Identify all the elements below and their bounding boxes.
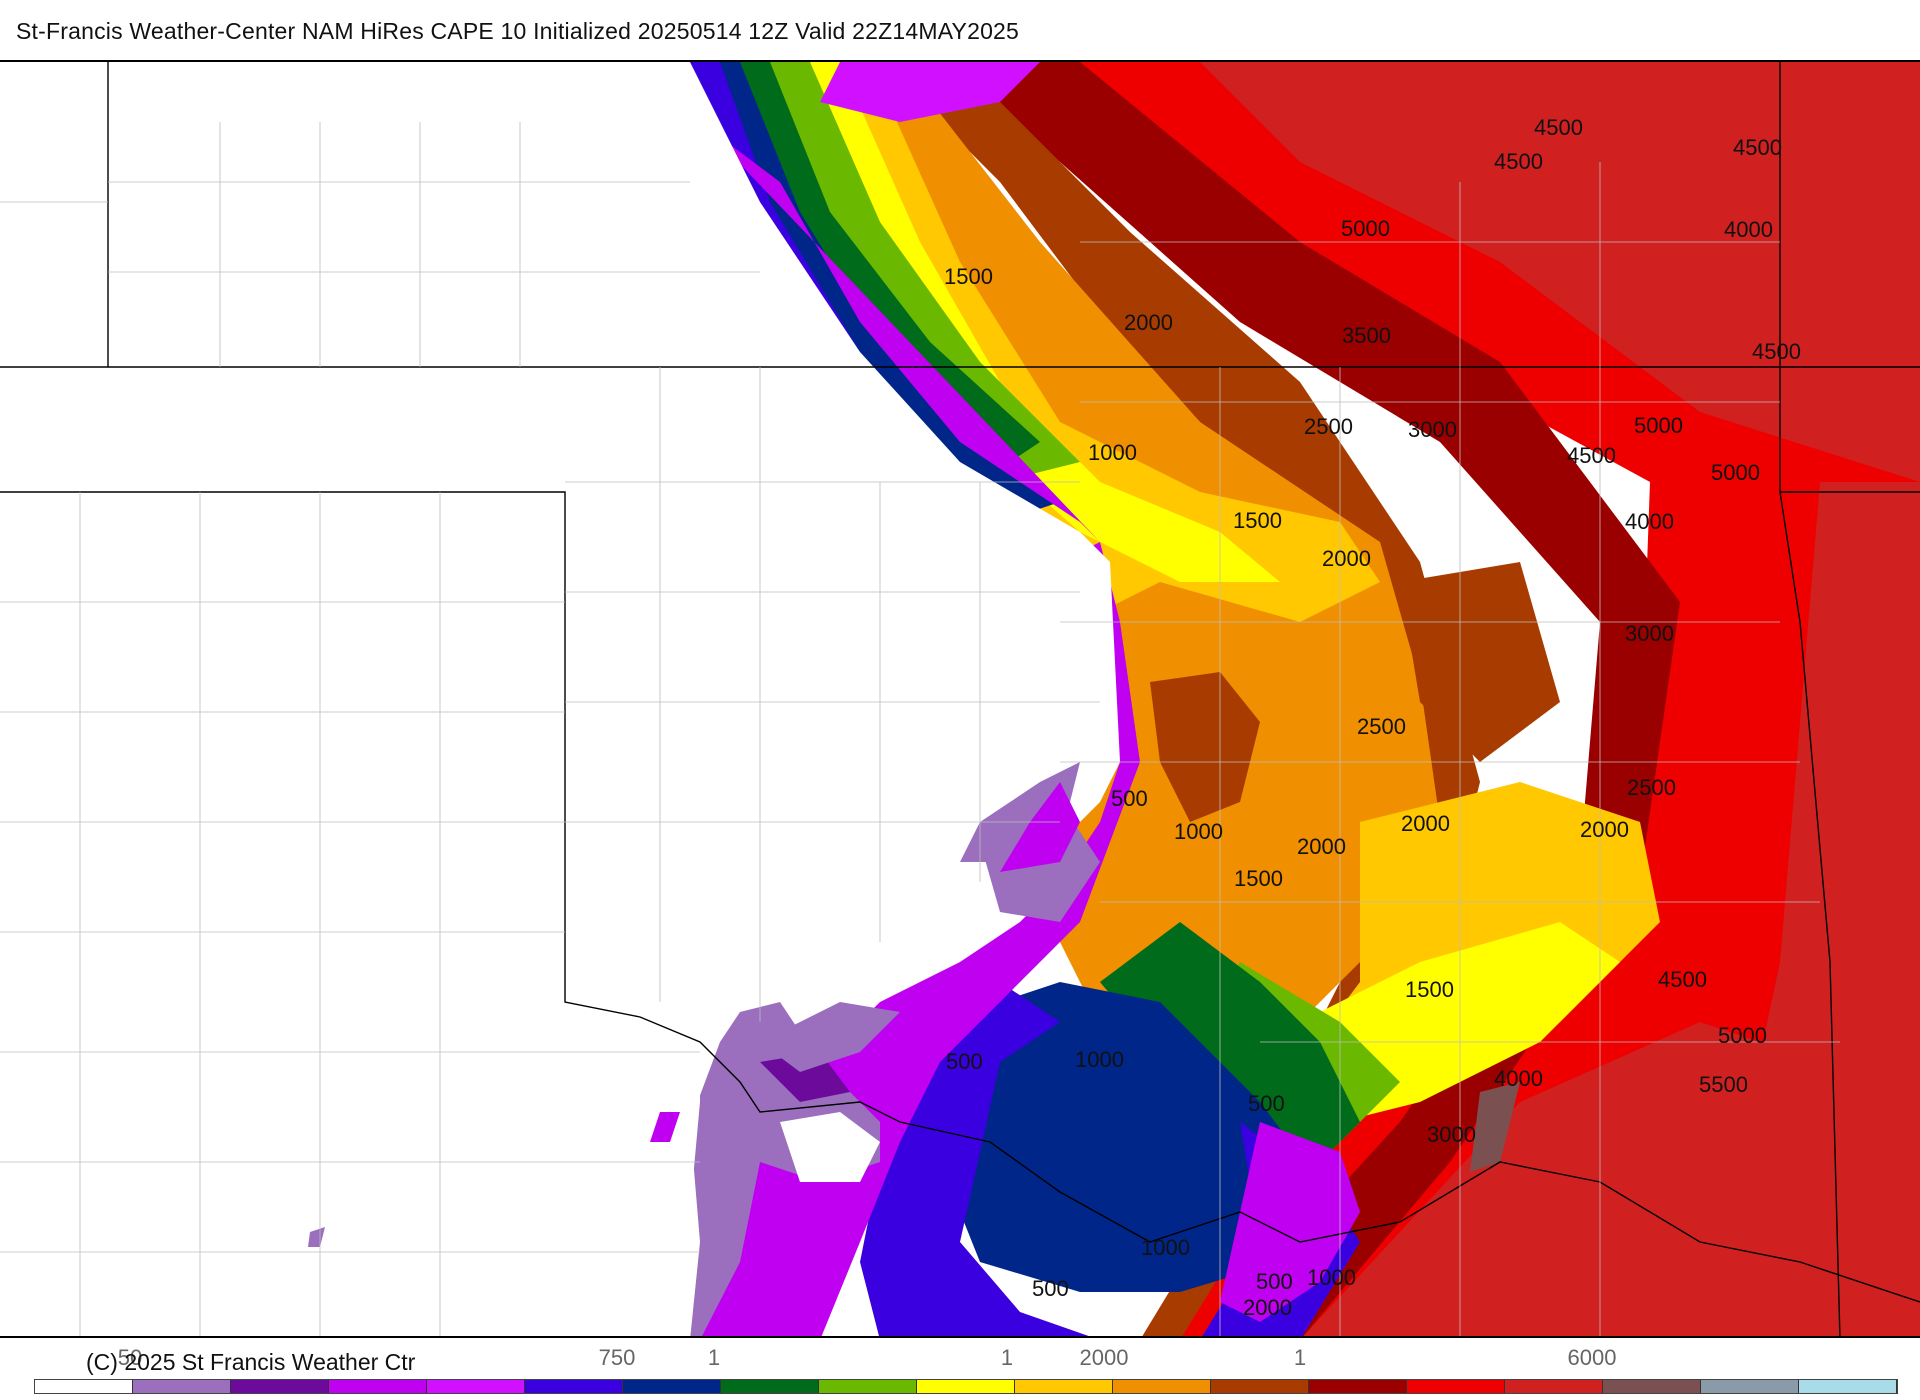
- contour-label: 500: [1032, 1276, 1069, 1301]
- colorbar-swatch: [721, 1380, 819, 1393]
- colorbar-swatch: [623, 1380, 721, 1393]
- colorbar-swatch: [1309, 1380, 1407, 1393]
- colorbar-tick-label: 1: [1000, 1345, 1014, 1370]
- contour-label: 2500: [1304, 414, 1353, 439]
- contour-label: 500: [946, 1049, 983, 1074]
- colorbar-tick-label: 1: [707, 1345, 721, 1370]
- contour-label: 5000: [1711, 460, 1760, 485]
- cape-map-canvas: 4500 4500 4500 5000 4000 1500 2000 3500 …: [0, 62, 1920, 1336]
- contour-label: 4500: [1567, 443, 1616, 468]
- colorbar-swatch: [231, 1380, 329, 1393]
- contour-label: 500: [1111, 786, 1148, 811]
- contour-label: 4500: [1534, 115, 1583, 140]
- colorbar-swatch: [329, 1380, 427, 1393]
- colorbar-tick-label: 1: [1293, 1345, 1307, 1370]
- contour-labels: 4500 4500 4500 5000 4000 1500 2000 3500 …: [944, 115, 1801, 1320]
- contour-label: 500: [1248, 1091, 1285, 1116]
- contour-label: 4000: [1724, 217, 1773, 242]
- copyright-text: (C) 2025 St Francis Weather Ctr: [86, 1349, 416, 1375]
- colorbar-tick-label: 2000: [1079, 1345, 1129, 1370]
- contour-label: 2500: [1627, 775, 1676, 800]
- colorbar-swatch: [1407, 1380, 1505, 1393]
- contour-label: 5000: [1718, 1023, 1767, 1048]
- contour-label: 3000: [1408, 417, 1457, 442]
- colorbar-tick-label: 750: [598, 1345, 636, 1370]
- colorbar-swatch: [1015, 1380, 1113, 1393]
- cape-shading: [160, 62, 1920, 1336]
- contour-label: 5500: [1699, 1072, 1748, 1097]
- contour-label: 3000: [1625, 621, 1674, 646]
- contour-label: 4500: [1494, 149, 1543, 174]
- colorbar-swatch: [1799, 1380, 1897, 1393]
- contour-label: 2000: [1401, 811, 1450, 836]
- colorbar-swatch: [1603, 1380, 1701, 1393]
- map-title: St-Francis Weather-Center NAM HiRes CAPE…: [16, 18, 1020, 44]
- colorbar-swatch: [525, 1380, 623, 1393]
- contour-label: 1500: [1405, 977, 1454, 1002]
- contour-label: 2000: [1243, 1295, 1292, 1320]
- colorbar-swatch: [917, 1380, 1015, 1393]
- cape-colorbar: [34, 1379, 1898, 1394]
- contour-label: 4500: [1752, 339, 1801, 364]
- contour-label: 3000: [1427, 1122, 1476, 1147]
- colorbar-tick-label: 6000: [1567, 1345, 1617, 1370]
- colorbar-swatch: [133, 1380, 231, 1393]
- contour-label: 3500: [1342, 323, 1391, 348]
- contour-label: 4000: [1625, 509, 1674, 534]
- contour-label: 2000: [1297, 834, 1346, 859]
- contour-label: 2000: [1580, 817, 1629, 842]
- contour-label: 4500: [1658, 967, 1707, 992]
- contour-label: 1000: [1174, 819, 1223, 844]
- contour-label: 1500: [1233, 508, 1282, 533]
- contour-label: 4500: [1733, 135, 1782, 160]
- county-lines: [0, 122, 1840, 1336]
- contour-label: 1000: [1141, 1235, 1190, 1260]
- contour-label: 2000: [1322, 546, 1371, 571]
- contour-label: 4000: [1494, 1066, 1543, 1091]
- purple-fringe: [308, 762, 1080, 1247]
- colorbar-swatch: [35, 1380, 133, 1393]
- no-cape-region: [0, 62, 1120, 1336]
- colorbar-swatch: [1113, 1380, 1211, 1393]
- contour-label: 500: [1256, 1269, 1293, 1294]
- contour-label: 2500: [1357, 714, 1406, 739]
- cape-map: 4500 4500 4500 5000 4000 1500 2000 3500 …: [0, 60, 1920, 1338]
- contour-label: 1000: [1088, 440, 1137, 465]
- colorbar-swatch: [1701, 1380, 1799, 1393]
- colorbar-swatch: [819, 1380, 917, 1393]
- colorbar-swatch: [1211, 1380, 1309, 1393]
- contour-label: 1000: [1307, 1265, 1356, 1290]
- colorbar-tick-label: 50: [117, 1345, 143, 1370]
- colorbar-swatch: [427, 1380, 525, 1393]
- contour-label: 2000: [1124, 310, 1173, 335]
- contour-label: 1000: [1075, 1047, 1124, 1072]
- contour-label: 1500: [1234, 866, 1283, 891]
- contour-label: 5000: [1634, 413, 1683, 438]
- colorbar-swatch: [1505, 1380, 1603, 1393]
- contour-label: 1500: [944, 264, 993, 289]
- contour-label: 5000: [1341, 216, 1390, 241]
